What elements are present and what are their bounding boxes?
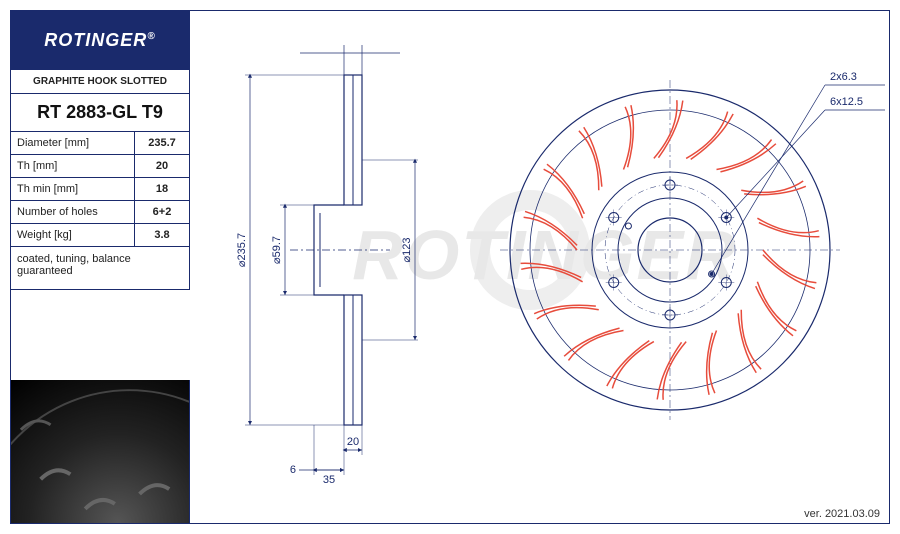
spec-row: Th min [mm]18: [11, 178, 190, 201]
spec-value: 6+2: [135, 201, 190, 224]
svg-text:⌀235.7: ⌀235.7: [236, 233, 248, 267]
spec-value: 18: [135, 178, 190, 201]
spec-label: Th [mm]: [11, 155, 135, 178]
left-panel: ROTINGER® GRAPHITE HOOK SLOTTED RT 2883-…: [10, 10, 190, 290]
spec-label: Weight [kg]: [11, 224, 135, 247]
part-number: RT 2883-GL T9: [10, 94, 190, 132]
spec-value: 20: [135, 155, 190, 178]
svg-text:6: 6: [290, 464, 296, 476]
spec-label: Number of holes: [11, 201, 135, 224]
spec-table: Diameter [mm]235.7Th [mm]20Th min [mm]18…: [10, 132, 190, 247]
spec-label: Diameter [mm]: [11, 132, 135, 155]
drawing-area: ROTINGER ⌀235.7⌀59.7⌀123635202x6.36x12.5: [200, 10, 890, 500]
technical-drawing: ⌀235.7 ⌀59.7 ⌀123 6 35 20 2x6.3 6x12.5: [200, 10, 890, 500]
spec-footnote: coated, tuning, balance guaranteed: [10, 247, 190, 290]
brand-text: ROTINGER®: [44, 30, 155, 51]
spec-value: 235.7: [135, 132, 190, 155]
product-subtitle: GRAPHITE HOOK SLOTTED: [10, 70, 190, 94]
brand-logo: ROTINGER®: [10, 10, 190, 70]
spec-row: Weight [kg]3.8: [11, 224, 190, 247]
svg-text:6x12.5: 6x12.5: [830, 96, 863, 108]
spec-label: Th min [mm]: [11, 178, 135, 201]
spec-row: Number of holes6+2: [11, 201, 190, 224]
product-photo: [10, 380, 190, 524]
svg-text:35: 35: [323, 474, 335, 486]
svg-text:⌀123: ⌀123: [401, 238, 413, 263]
svg-text:⌀59.7: ⌀59.7: [271, 236, 283, 264]
spec-row: Diameter [mm]235.7: [11, 132, 190, 155]
spec-value: 3.8: [135, 224, 190, 247]
spec-row: Th [mm]20: [11, 155, 190, 178]
svg-text:2x6.3: 2x6.3: [830, 71, 857, 83]
version-label: ver. 2021.03.09: [804, 508, 880, 520]
svg-text:20: 20: [347, 436, 359, 448]
